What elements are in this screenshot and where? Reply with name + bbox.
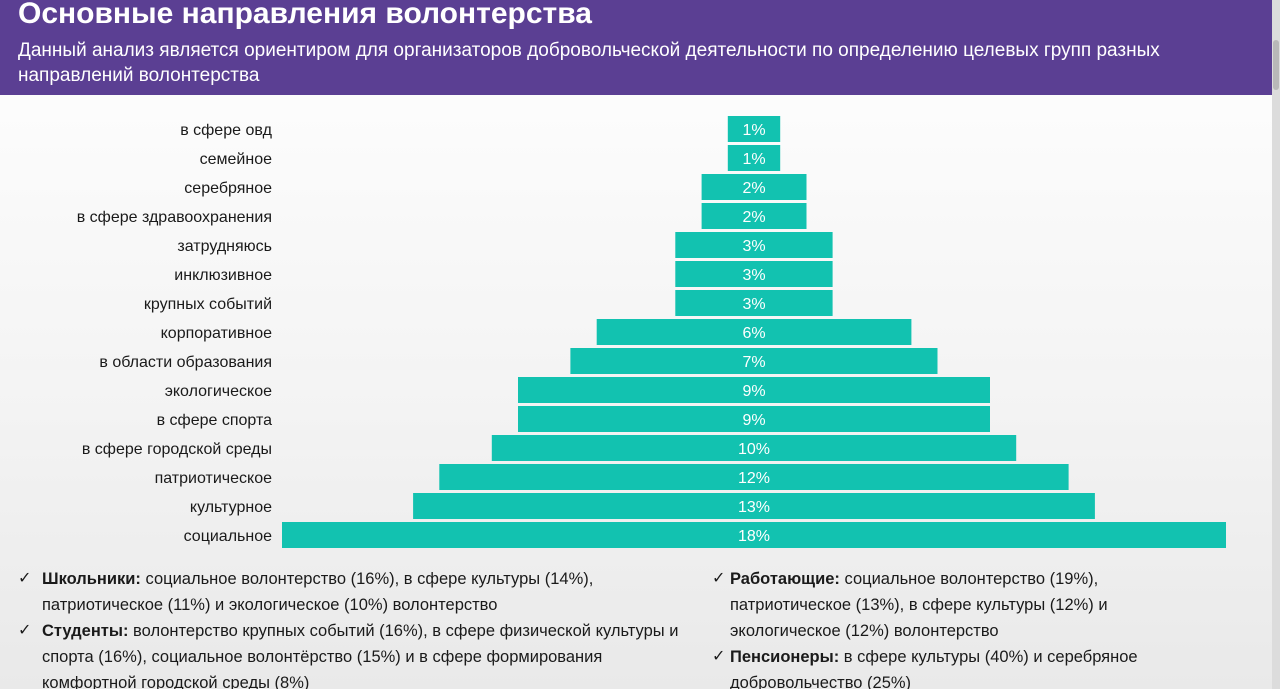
value-label: 6% xyxy=(742,325,765,342)
note-text: в сфере культуры (40%) и серебряное добр… xyxy=(730,648,1138,689)
scrollbar[interactable] xyxy=(1272,0,1280,689)
note-text: социальное волонтерство (16%), в сфере к… xyxy=(42,570,594,614)
value-label: 3% xyxy=(742,267,765,284)
bar-6 xyxy=(675,290,833,316)
page-subtitle: Данный анализ является ориентиром для ор… xyxy=(18,40,1160,86)
bar-14 xyxy=(282,522,1226,548)
note-workers: ✓ Работающие: социальное волонтерство (1… xyxy=(712,566,1202,644)
category-label: семейное xyxy=(200,151,272,168)
page-title: Основные направления волонтерства xyxy=(18,0,592,30)
value-label: 9% xyxy=(742,383,765,400)
bar-11 xyxy=(491,435,1017,461)
value-label: 7% xyxy=(742,354,765,371)
note-text: волонтерство крупных событий (16%), в сф… xyxy=(42,622,679,689)
note-title: Работающие: xyxy=(730,570,840,588)
volunteering-pyramid-chart: в сфере овд 1% семейное 1% серебряное 2% в сфе… xyxy=(77,116,1226,548)
category-label: в сфере городской среды xyxy=(82,441,272,458)
header-banner: Основные направления волонтерства Данный… xyxy=(0,0,1272,95)
category-label: патриотическое xyxy=(155,470,273,487)
notes-left-column: ✓ Школьники: социальное волонтерство (16… xyxy=(14,566,694,689)
bar-0 xyxy=(727,116,781,142)
bar-10 xyxy=(518,406,990,432)
value-label: 13% xyxy=(738,499,770,516)
bar-7 xyxy=(596,319,912,345)
note-text: социальное волонтерство (19%), патриотич… xyxy=(730,570,1108,640)
value-label: 2% xyxy=(742,209,765,226)
bar-4 xyxy=(675,232,833,258)
category-label: корпоративное xyxy=(161,325,272,342)
category-label: серебряное xyxy=(184,180,272,197)
scrollbar-thumb[interactable] xyxy=(1273,40,1279,90)
bar-5 xyxy=(675,261,833,287)
category-label: социальное xyxy=(184,528,272,545)
bar-1 xyxy=(727,145,781,171)
note-schoolchildren: ✓ Школьники: социальное волонтерство (16… xyxy=(14,566,694,618)
value-label: 3% xyxy=(742,238,765,255)
category-label: культурное xyxy=(190,499,272,516)
bar-2 xyxy=(701,174,807,200)
category-label: затрудняюсь xyxy=(177,238,272,255)
category-label: в сфере овд xyxy=(180,122,272,139)
bar-8 xyxy=(570,348,938,374)
category-label: крупных событий xyxy=(144,296,272,313)
value-label: 18% xyxy=(738,528,770,545)
category-label: экологическое xyxy=(165,383,272,400)
value-label: 2% xyxy=(742,180,765,197)
value-label: 9% xyxy=(742,412,765,429)
note-pensioners: ✓ Пенсионеры: в сфере культуры (40%) и с… xyxy=(712,644,1202,689)
check-icon: ✓ xyxy=(18,622,32,639)
notes-right-column: ✓ Работающие: социальное волонтерство (1… xyxy=(712,566,1202,689)
bar-3 xyxy=(701,203,807,229)
category-label: инклюзивное xyxy=(174,267,272,284)
category-label: в области образования xyxy=(99,354,272,371)
note-title: Школьники: xyxy=(42,570,141,588)
check-icon: ✓ xyxy=(712,570,726,587)
bar-13 xyxy=(413,493,1095,519)
check-icon: ✓ xyxy=(712,648,726,665)
value-label: 12% xyxy=(738,470,770,487)
value-label: 1% xyxy=(742,151,765,168)
category-label: в сфере спорта xyxy=(157,412,273,429)
value-label: 10% xyxy=(738,441,770,458)
bar-12 xyxy=(439,464,1069,490)
category-label: в сфере здравоохранения xyxy=(77,209,272,226)
note-title: Пенсионеры: xyxy=(730,648,840,666)
note-title: Студенты: xyxy=(42,622,129,640)
note-students: ✓ Студенты: волонтерство крупных событий… xyxy=(14,618,694,689)
check-icon: ✓ xyxy=(18,570,32,587)
value-label: 1% xyxy=(742,122,765,139)
value-label: 3% xyxy=(742,296,765,313)
bar-9 xyxy=(518,377,990,403)
